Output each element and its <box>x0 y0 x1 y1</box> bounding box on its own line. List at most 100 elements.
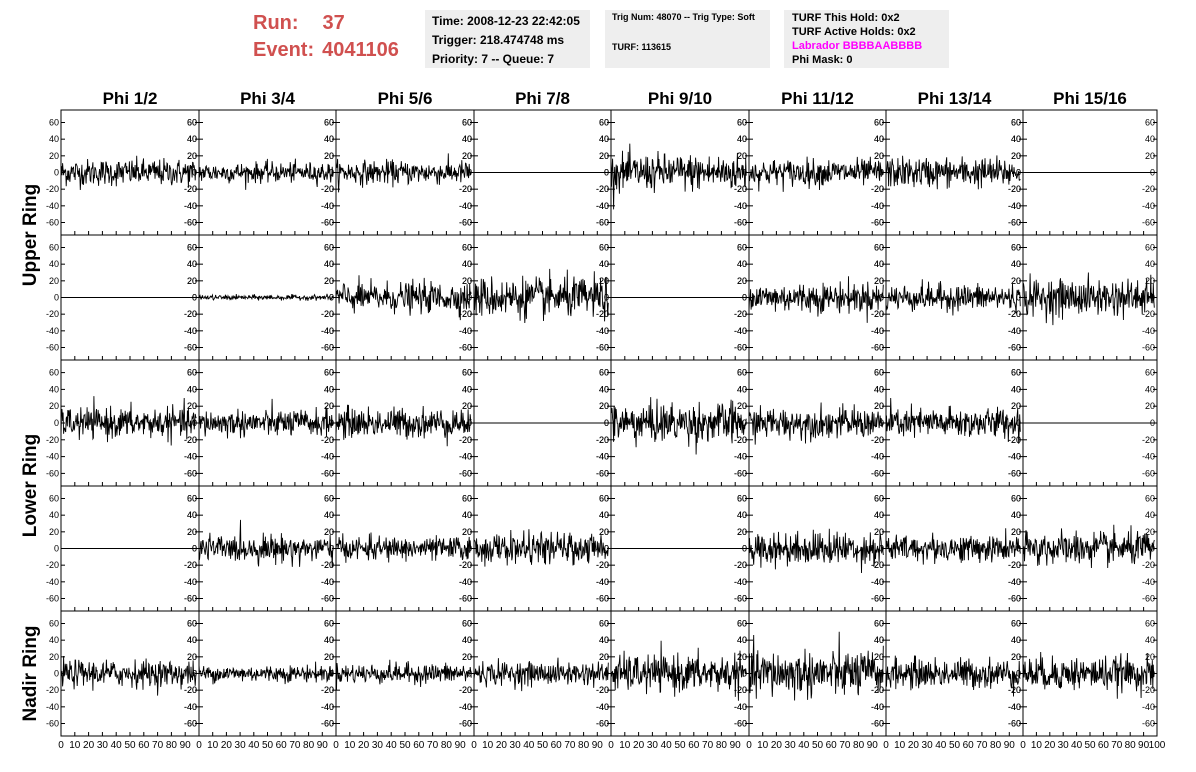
y-tick-label-left: 20 <box>599 276 609 286</box>
y-tick-label-left: -20 <box>46 560 59 570</box>
y-tick-label-right: 20 <box>599 151 609 161</box>
y-tick-label-left: -40 <box>184 452 197 462</box>
y-tick-label-left: -40 <box>1008 702 1021 712</box>
y-tick-label-right: -60 <box>321 594 334 604</box>
y-tick-label-left: -20 <box>734 560 747 570</box>
y-tick-label-left: 40 <box>462 259 472 269</box>
y-tick-label-left: -40 <box>46 702 59 712</box>
y-tick-label-right: -40 <box>734 326 747 336</box>
y-tick-label-right: 60 <box>737 368 747 378</box>
y-tick-label-left: -60 <box>1008 719 1021 729</box>
y-tick-label-right: -60 <box>1008 468 1021 478</box>
x-tick-label: 20 <box>1044 740 1056 751</box>
y-tick-label-right: 20 <box>874 652 884 662</box>
y-tick-label-left: -60 <box>184 468 197 478</box>
y-tick-label-left: -20 <box>46 184 59 194</box>
y-tick-label-left: -40 <box>459 326 472 336</box>
y-tick-label-left: -40 <box>459 577 472 587</box>
y-tick-label-left: -60 <box>1008 468 1021 478</box>
y-tick-label-left: 60 <box>599 619 609 629</box>
y-tick-label-left: -40 <box>871 326 884 336</box>
y-tick-label-right: 20 <box>187 401 197 411</box>
y-tick-label-right: -20 <box>321 309 334 319</box>
y-tick-label-left: 60 <box>1011 243 1021 253</box>
y-tick-label-left: 40 <box>187 635 197 645</box>
x-tick-label: 0 <box>746 740 752 751</box>
y-tick-label-right: -60 <box>596 594 609 604</box>
y-tick-label-left: -20 <box>871 435 884 445</box>
y-tick-label-right: -60 <box>1142 468 1155 478</box>
y-tick-label-left: -40 <box>184 702 197 712</box>
y-tick-label-left: 0 <box>329 168 334 178</box>
y-tick-label-left: 20 <box>874 527 884 537</box>
y-tick-label-left: 60 <box>599 494 609 504</box>
y-tick-label-right: -20 <box>871 685 884 695</box>
y-tick-label-left: -60 <box>596 719 609 729</box>
y-tick-label-left: -60 <box>734 218 747 228</box>
y-tick-label-left: -20 <box>871 309 884 319</box>
y-tick-label-right: 60 <box>324 368 334 378</box>
y-tick-label-left: 0 <box>1016 418 1021 428</box>
y-tick-label-left: 20 <box>324 276 334 286</box>
y-tick-label-left: 0 <box>467 168 472 178</box>
y-tick-label-left: 0 <box>604 168 609 178</box>
y-tick-label-right: -20 <box>734 309 747 319</box>
y-tick-label-right: 40 <box>462 635 472 645</box>
x-tick-label: 80 <box>578 740 590 751</box>
x-tick-label: 10 <box>757 740 769 751</box>
y-tick-label-left: -40 <box>46 577 59 587</box>
y-tick-label-left: -60 <box>871 343 884 353</box>
y-tick-label-right: -20 <box>871 184 884 194</box>
y-tick-label-right: 60 <box>1011 619 1021 629</box>
y-tick-label-left: 60 <box>324 243 334 253</box>
y-tick-label-right: -60 <box>1008 218 1021 228</box>
y-tick-label-right: 40 <box>1011 510 1021 520</box>
y-tick-label-left: -60 <box>734 594 747 604</box>
x-tick-label: 100 <box>1149 740 1166 751</box>
y-tick-label-left: -40 <box>734 452 747 462</box>
trig-info-box: Trig Num: 48070 -- Trig Type: Soft TURF:… <box>605 10 770 68</box>
y-tick-label-right: 60 <box>874 118 884 128</box>
x-tick-label: 40 <box>661 740 673 751</box>
turf-info-box: TURF This Hold: 0x2 TURF Active Holds: 0… <box>784 10 949 68</box>
y-tick-label-left: 60 <box>1011 118 1021 128</box>
y-tick-label-left: 60 <box>187 494 197 504</box>
y-tick-label-left: 40 <box>1011 384 1021 394</box>
y-tick-label-left: 20 <box>737 401 747 411</box>
y-tick-label-right: 60 <box>599 243 609 253</box>
y-tick-label-right: 20 <box>324 401 334 411</box>
y-tick-label-right: 60 <box>737 243 747 253</box>
y-tick-label-right: -40 <box>596 452 609 462</box>
y-tick-label-right: 20 <box>737 151 747 161</box>
x-tick-label: 20 <box>358 740 370 751</box>
y-tick-label-right: -60 <box>459 594 472 604</box>
y-tick-label-left: 60 <box>187 368 197 378</box>
y-tick-label-right: 20 <box>187 276 197 286</box>
y-tick-label-right: 20 <box>187 652 197 662</box>
waveform-trace <box>885 528 1021 565</box>
x-tick-label: 70 <box>564 740 576 751</box>
y-tick-label-left: -20 <box>871 184 884 194</box>
x-tick-label: 70 <box>976 740 988 751</box>
y-tick-label-left: 60 <box>49 619 59 629</box>
y-tick-label-left: 40 <box>49 259 59 269</box>
waveform-trace <box>335 153 472 193</box>
y-tick-label-left: 60 <box>324 118 334 128</box>
trigger-text: Trigger: 218.474748 ms <box>432 33 565 47</box>
time-info-box: Time: 2008-12-23 22:42:05 Trigger: 218.4… <box>425 10 590 68</box>
waveform-trace <box>335 659 472 691</box>
y-tick-label-left: 40 <box>324 510 334 520</box>
column-header: Phi 9/10 <box>648 89 712 108</box>
waveform-trace <box>60 396 197 446</box>
y-tick-label-right: -60 <box>1008 594 1021 604</box>
y-tick-label-right: -20 <box>1008 560 1021 570</box>
y-tick-label-left: 0 <box>604 669 609 679</box>
x-tick-label: 30 <box>785 740 797 751</box>
waveform-trace <box>60 655 197 696</box>
y-tick-label-left: 20 <box>187 652 197 662</box>
y-tick-label-left: 0 <box>192 168 197 178</box>
y-tick-label-right: -60 <box>459 343 472 353</box>
y-tick-label-left: 0 <box>192 293 197 303</box>
y-tick-label-left: 0 <box>742 293 747 303</box>
y-tick-label-right: -20 <box>1008 435 1021 445</box>
